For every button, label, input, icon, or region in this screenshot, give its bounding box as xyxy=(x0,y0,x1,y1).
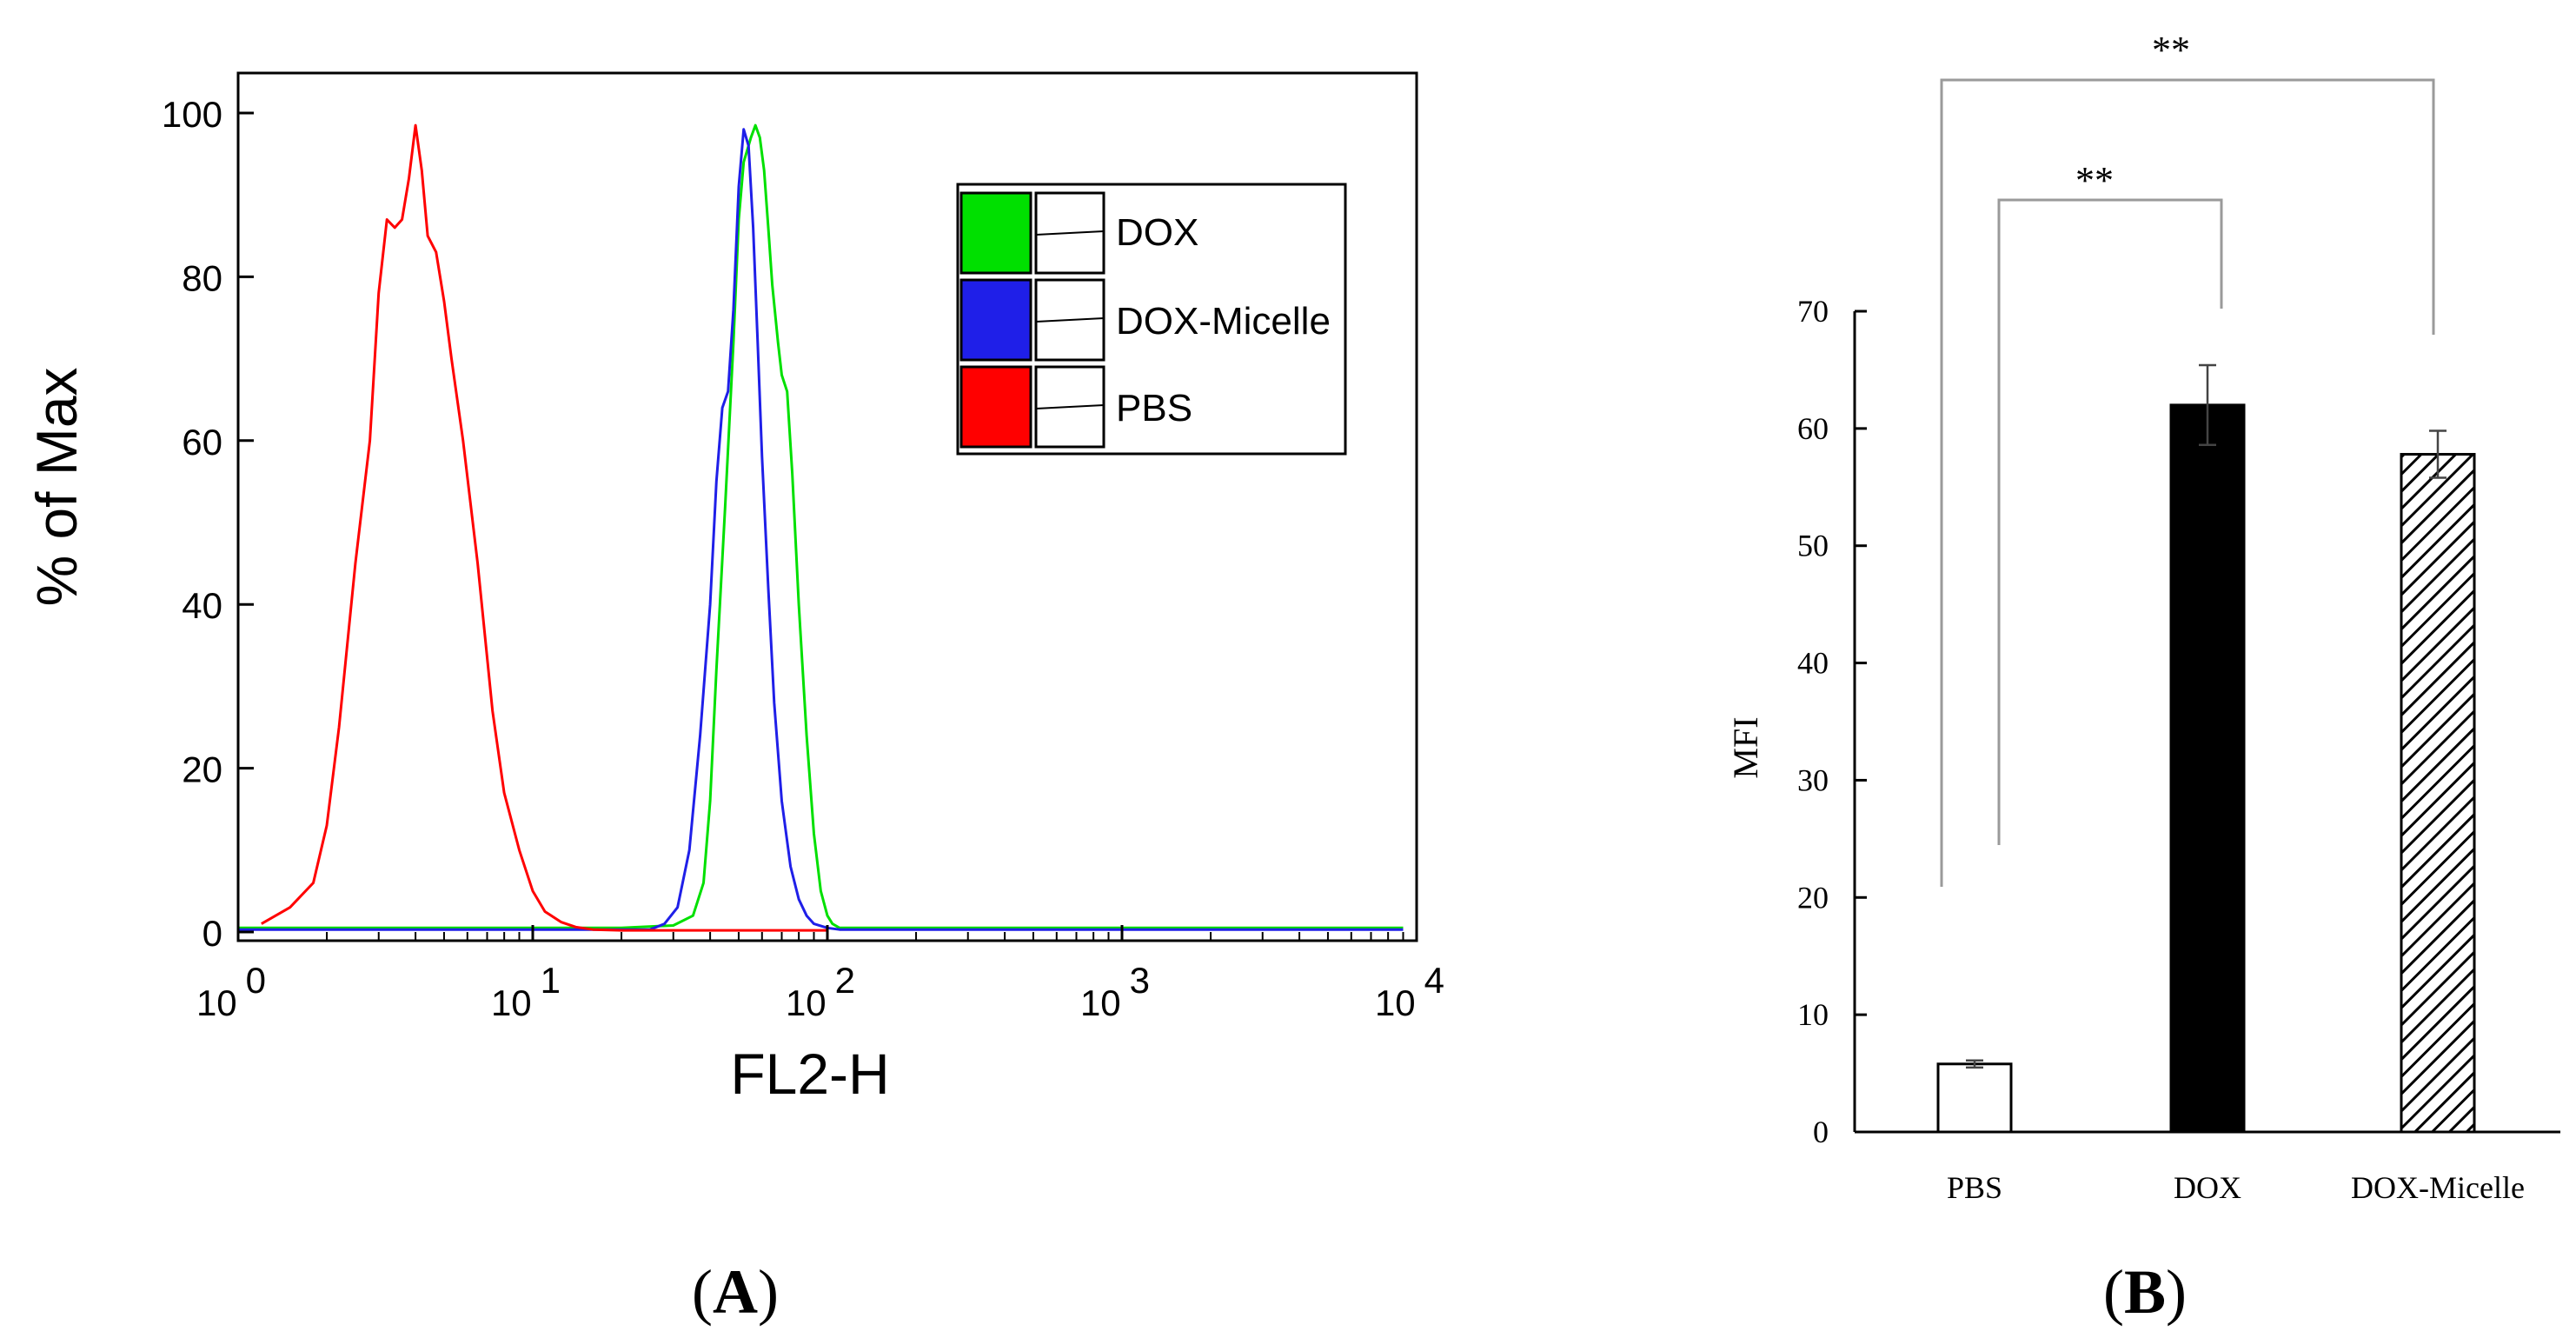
x-tick-label: 101 xyxy=(491,960,561,1023)
legend-label-dox-micelle: DOX-Micelle xyxy=(1116,300,1331,343)
bar-pbs xyxy=(1936,1062,2013,1134)
histogram-x-ticks: 100 101 102 103 104 xyxy=(196,925,1444,1023)
legend-entry-dox-micelle: DOX-Micelle xyxy=(959,278,1331,362)
bar-dox-micelle xyxy=(2400,453,2476,1134)
panel-b-bar-chart: 0 10 20 30 40 50 60 70 PBS DOX DOX-Micelle ** ** M… xyxy=(1726,29,2560,1327)
panel-b-letter: B xyxy=(2124,1257,2166,1327)
y-tick-label: 80 xyxy=(182,257,222,298)
legend-label-pbs: PBS xyxy=(1116,387,1192,429)
x-tick-label: 102 xyxy=(786,960,855,1023)
y-tick-label: 30 xyxy=(1797,762,1829,797)
significance-bracket-pbs-dox-micelle xyxy=(1940,78,2435,887)
significance-brackets: ** ** xyxy=(1940,29,2435,887)
histogram-series-dox-micelle xyxy=(238,128,1404,931)
category-label-dox: DOX xyxy=(2174,1170,2241,1205)
significance-bracket-pbs-dox xyxy=(1997,198,2223,845)
bar-chart-y-axis-label: MFI xyxy=(1726,716,1765,778)
y-tick-label: 20 xyxy=(1797,880,1829,915)
y-tick-label: 20 xyxy=(182,749,222,790)
y-tick-label: 40 xyxy=(182,585,222,626)
y-tick-label: 100 xyxy=(162,94,222,135)
panel-a-caption: (A) xyxy=(692,1257,779,1327)
bar-chart-category-labels: PBS DOX DOX-Micelle xyxy=(1947,1170,2525,1205)
histogram-series-dox xyxy=(238,123,1404,929)
legend-line-sample xyxy=(1035,230,1105,236)
histogram-legend: DOX DOX-Micelle PBS xyxy=(956,183,1347,456)
y-tick-label: 60 xyxy=(1797,411,1829,446)
legend-swatch-dox xyxy=(959,191,1032,275)
y-tick-label: 60 xyxy=(182,422,222,463)
histogram-y-ticks: 0 20 40 60 80 100 xyxy=(162,94,254,954)
y-tick-label: 10 xyxy=(1797,997,1829,1032)
x-tick-label: 103 xyxy=(1080,960,1150,1023)
x-tick-label: 104 xyxy=(1375,960,1444,1023)
legend-entry-pbs: PBS xyxy=(959,365,1192,449)
legend-line-sample xyxy=(1035,404,1105,409)
panel-a-histogram: 0 20 40 60 80 100 100 101 102 103 104 % of Max FL… xyxy=(24,71,1444,1327)
panel-a-letter: A xyxy=(713,1257,758,1327)
histogram-curves xyxy=(238,123,1404,932)
significance-label: ** xyxy=(2152,29,2190,71)
bar-dox xyxy=(2169,403,2246,1134)
histogram-y-axis-label: % of Max xyxy=(24,367,89,606)
y-tick-label: 40 xyxy=(1797,646,1829,681)
bar-chart-y-ticks: 0 10 20 30 40 50 60 70 xyxy=(1797,294,1867,1149)
x-tick-label: 100 xyxy=(196,960,266,1023)
legend-label-dox: DOX xyxy=(1116,211,1198,254)
y-tick-label: 0 xyxy=(1813,1115,1829,1149)
significance-label: ** xyxy=(2075,159,2114,202)
panel-b-caption: (B) xyxy=(2103,1257,2187,1327)
histogram-series-pbs xyxy=(261,123,827,932)
legend-swatch-dox-micelle xyxy=(959,278,1032,362)
histogram-x-axis-label: FL2-H xyxy=(730,1042,889,1106)
y-tick-label: 70 xyxy=(1797,294,1829,329)
y-tick-label: 50 xyxy=(1797,529,1829,563)
category-label-pbs: PBS xyxy=(1947,1170,2002,1205)
legend-swatch-pbs xyxy=(959,365,1032,449)
bar-chart-bars xyxy=(1936,363,2476,1134)
legend-entry-dox: DOX xyxy=(959,191,1198,275)
category-label-dox-micelle: DOX-Micelle xyxy=(2351,1170,2525,1205)
legend-line-sample xyxy=(1035,317,1105,323)
y-tick-label: 0 xyxy=(202,913,222,954)
